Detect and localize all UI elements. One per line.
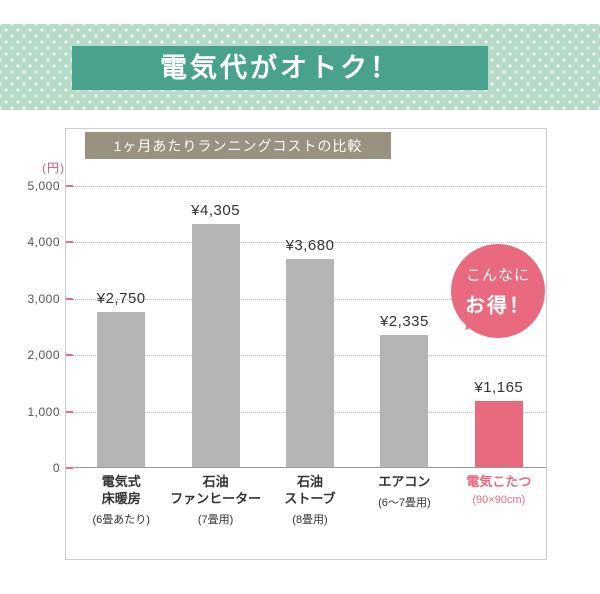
bar-value-label: ¥3,680 — [285, 237, 335, 254]
bar-column: ¥2,335 — [357, 185, 451, 467]
callout-text-line2: お得！ — [465, 295, 531, 317]
y-tick-label: 3,000 — [27, 291, 60, 306]
y-tick-mark — [66, 354, 73, 357]
x-axis-sublabel: (90×90cm) — [472, 493, 526, 506]
bar-value-label: ¥2,335 — [379, 313, 429, 330]
bar-column: ¥4,305 — [168, 185, 262, 467]
y-tick-mark — [66, 241, 73, 244]
callout-text-line1: こんなに — [465, 267, 530, 284]
y-tick-mark — [66, 297, 73, 300]
chart-panel: 1ヶ月あたりランニングコストの比較 (円) ¥2,750 ¥4,305 ¥3,6… — [27, 128, 547, 560]
bar-column: ¥2,750 — [74, 185, 168, 467]
gridline — [66, 242, 546, 244]
bar — [286, 259, 335, 467]
x-axis-label-text: エアコン — [378, 474, 431, 489]
x-axis-sublabel: (8畳用) — [292, 513, 328, 526]
y-tick-label: 4,000 — [27, 235, 60, 250]
callout-bubble: こんなに お得！ — [451, 244, 545, 338]
x-axis-label: 石油 ファンヒーター (7畳用) — [168, 474, 262, 527]
y-tick-label: 1,000 — [27, 404, 60, 419]
bar-column: ¥3,680 — [263, 185, 357, 467]
x-axis-sublabel: (6畳あたり) — [92, 513, 150, 526]
bar — [97, 312, 146, 467]
x-axis-label-text: 石油 ファンヒーター — [170, 474, 262, 506]
bar-value-label: ¥2,750 — [96, 290, 146, 307]
bar-column: ¥1,165 — [452, 185, 546, 467]
bar-value-label: ¥4,305 — [191, 202, 241, 219]
x-axis-label: エアコン (6〜7畳用) — [357, 474, 451, 527]
x-axis-label: 電気式 床暖房 (6畳あたり) — [74, 474, 168, 527]
y-tick-mark — [66, 467, 73, 469]
x-axis-label: 電気こたつ (90×90cm) — [452, 474, 546, 527]
bar — [380, 335, 429, 467]
y-tick-mark — [66, 410, 73, 413]
y-tick-label: 2,000 — [27, 348, 60, 363]
bar — [191, 224, 240, 467]
x-axis-label-text: 石油 ストーブ — [284, 474, 336, 506]
bars: ¥2,750 ¥4,305 ¥3,680 ¥2,335 ¥1,165 — [74, 185, 546, 467]
banner-title-box: 電気代がオトク！ — [72, 46, 488, 90]
x-axis-labels: 電気式 床暖房 (6畳あたり) 石油 ファンヒーター (7畳用) 石油 ストーブ… — [74, 474, 546, 527]
bar-value-label: ¥1,165 — [474, 379, 524, 396]
bar — [474, 401, 523, 467]
x-axis-sublabel: (6〜7畳用) — [378, 496, 431, 509]
chart-title: 1ヶ月あたりランニングコストの比較 — [85, 132, 391, 159]
y-tick-label: 5,000 — [27, 179, 60, 193]
x-axis-label-text: 電気式 床暖房 — [101, 474, 141, 506]
x-axis-label: 石油 ストーブ (8畳用) — [263, 474, 357, 527]
y-tick-mark — [66, 185, 73, 187]
banner-title: 電気代がオトク！ — [160, 52, 400, 83]
y-axis-unit: (円) — [42, 161, 65, 175]
plot-area: ¥2,750 ¥4,305 ¥3,680 ¥2,335 ¥1,165 — [27, 179, 546, 475]
x-axis-sublabel: (7畳用) — [197, 513, 234, 526]
banner: 電気代がオトク！ — [0, 24, 600, 110]
gridline — [66, 186, 546, 187]
y-tick-label: 0 — [52, 461, 60, 475]
x-axis-label-text: 電気こたつ — [466, 474, 532, 489]
